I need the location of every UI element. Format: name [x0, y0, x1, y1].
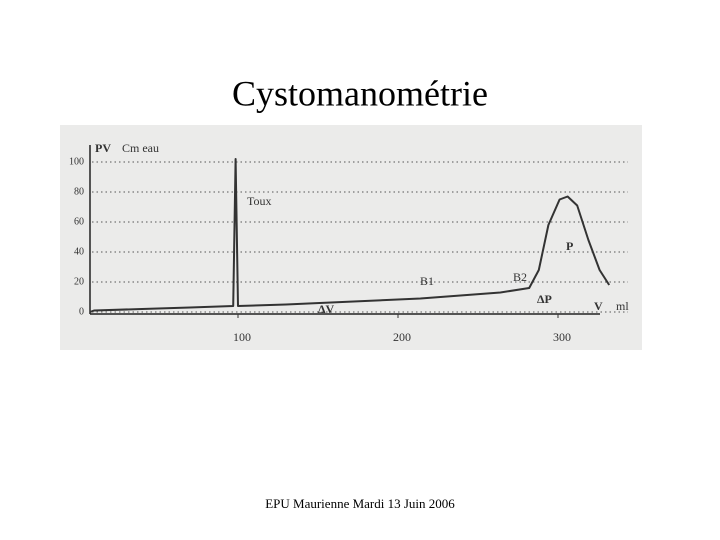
annotation: Cm eau: [122, 141, 159, 155]
y-tick-label: 20: [74, 276, 84, 287]
slide-title: Cystomanométrie: [232, 73, 488, 113]
y-tick-label: 0: [79, 306, 84, 317]
y-tick-label: 100: [69, 156, 84, 167]
pressure-curve: [89, 158, 611, 313]
annotation: ml: [616, 299, 629, 313]
annotation: Toux: [247, 194, 272, 208]
x-tick-label: 100: [233, 330, 251, 344]
annotation: P: [566, 239, 573, 253]
annotation: ΔP: [537, 292, 552, 306]
y-tick-label: 80: [74, 186, 84, 197]
x-tick-label: 200: [393, 330, 411, 344]
y-tick-label: 40: [74, 246, 84, 257]
slide-footer: EPU Maurienne Mardi 13 Juin 2006: [265, 496, 455, 511]
annotation: B1: [420, 274, 434, 288]
x-tick-label: 300: [553, 330, 571, 344]
annotation: B2: [513, 270, 527, 284]
annotation: V: [594, 299, 603, 313]
annotation: ΔV: [318, 302, 335, 316]
chart-background: [60, 125, 642, 350]
y-tick-label: 60: [74, 216, 84, 227]
annotation: PV: [95, 141, 111, 155]
